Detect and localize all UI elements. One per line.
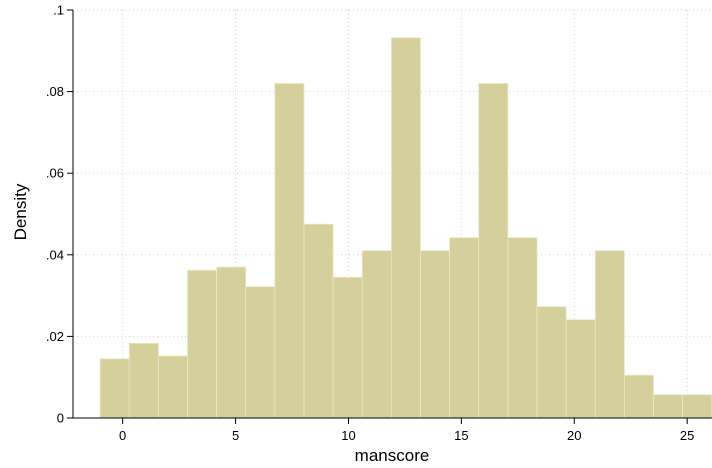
histogram-bar-6 <box>274 83 305 419</box>
tick-labels: 0 .02 .04 .06 .08 .1 0 5 10 15 20 25 <box>46 3 694 444</box>
y-tick-label-3: .06 <box>46 166 64 181</box>
x-tick-label-5: 25 <box>680 428 694 443</box>
histogram-bar-3 <box>187 269 218 419</box>
y-axis-title: Density <box>11 183 30 240</box>
histogram-bar-18 <box>623 374 654 419</box>
histogram-bar-15 <box>536 306 567 419</box>
histogram-bar-10 <box>390 37 421 419</box>
y-tick-label-5: .1 <box>53 3 64 18</box>
y-tick-label-2: .04 <box>46 247 64 262</box>
x-tick-label-3: 15 <box>454 428 468 443</box>
histogram-bar-19 <box>653 394 684 419</box>
histogram-bar-1 <box>128 342 159 419</box>
histogram-bar-7 <box>303 223 334 419</box>
histogram-bar-0 <box>99 358 130 419</box>
histogram-bar-14 <box>507 237 538 419</box>
y-tick-label-0: 0 <box>57 411 64 426</box>
histogram-bar-13 <box>478 83 509 419</box>
histogram-bars <box>99 37 712 419</box>
x-tick-label-1: 5 <box>232 428 239 443</box>
histogram-bar-8 <box>332 276 363 419</box>
histogram-bar-4 <box>216 266 247 419</box>
histogram-bar-20 <box>682 394 712 419</box>
histogram-bar-12 <box>449 237 480 419</box>
histogram-bar-5 <box>245 286 276 419</box>
x-tick-label-2: 10 <box>341 428 355 443</box>
axes <box>67 9 712 424</box>
y-tick-label-4: .08 <box>46 84 64 99</box>
histogram-bar-11 <box>420 250 451 419</box>
histogram-bar-9 <box>361 250 392 419</box>
histogram-bar-16 <box>565 319 596 419</box>
x-axis-title: manscore <box>355 446 430 465</box>
x-tick-label-4: 20 <box>567 428 581 443</box>
histogram-bar-17 <box>594 250 625 419</box>
histogram-bar-2 <box>157 355 188 419</box>
x-tick-label-0: 0 <box>119 428 126 443</box>
y-tick-label-1: .02 <box>46 329 64 344</box>
